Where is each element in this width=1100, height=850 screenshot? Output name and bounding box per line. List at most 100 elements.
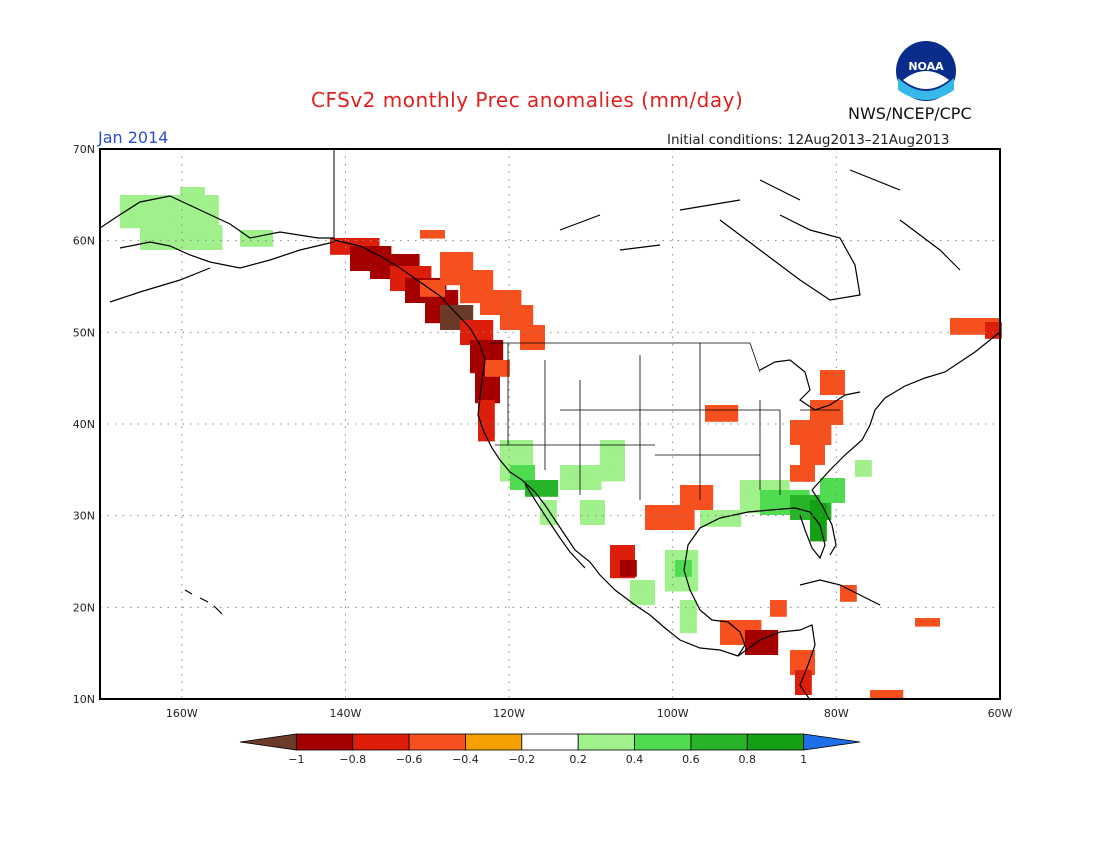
- anomaly-cell: [120, 195, 129, 204]
- anomaly-cell: [464, 260, 474, 269]
- anomaly-cell: [528, 325, 537, 334]
- anomaly-cell: [798, 428, 807, 437]
- anomaly-cell: [185, 219, 195, 229]
- colorbar-segment: [577, 733, 635, 751]
- anomaly-cell: [828, 370, 837, 379]
- anomaly-cell: [136, 219, 145, 229]
- anomaly-cell: [863, 468, 872, 477]
- anomaly-cell: [436, 288, 445, 297]
- lat-label: 10N: [73, 693, 95, 706]
- anomaly-cell: [476, 328, 485, 337]
- anomaly-cell: [483, 378, 492, 387]
- lat-label: 60N: [73, 235, 95, 248]
- anomaly-cell: [476, 320, 485, 329]
- anomaly-cell: [696, 485, 705, 494]
- anomaly-cell: [460, 336, 469, 345]
- anomaly-cell: [958, 326, 967, 335]
- anomaly-cell: [536, 341, 545, 350]
- anomaly-cell: [193, 203, 203, 212]
- anomaly-cell: [798, 473, 807, 482]
- anomaly-cell: [778, 600, 787, 609]
- lon-label: 120W: [493, 707, 525, 720]
- anomaly-cell: [596, 516, 605, 525]
- anomaly-cell: [386, 254, 395, 263]
- anomaly-cell: [181, 233, 190, 242]
- anomaly-cell: [525, 480, 534, 489]
- anomaly-cell: [681, 574, 690, 584]
- anomaly-cell: [724, 518, 734, 527]
- anomaly-cell: [618, 545, 627, 554]
- anomaly-cell: [688, 616, 697, 625]
- anomaly-cell: [516, 440, 525, 449]
- anomaly-cell: [820, 494, 829, 503]
- anomaly-cell: [196, 195, 205, 204]
- anomaly-cell: [592, 481, 602, 490]
- anomaly-cell: [500, 464, 509, 474]
- anomaly-cell: [729, 413, 739, 422]
- anomaly-cell: [504, 298, 514, 307]
- anomaly-cell: [840, 585, 849, 594]
- anomaly-cell: [801, 490, 810, 499]
- anomaly-cell: [800, 440, 809, 449]
- anomaly-cell: [433, 314, 442, 324]
- anomaly-cell: [728, 620, 737, 629]
- anomaly-cell: [460, 270, 469, 279]
- anomaly-cell: [433, 306, 442, 315]
- anomaly-cell: [256, 238, 265, 247]
- anomaly-cell: [792, 490, 802, 499]
- anomaly-cell: [950, 318, 959, 327]
- anomaly-cell: [729, 405, 739, 414]
- anomaly-cell: [420, 230, 429, 239]
- lon-label: 100W: [657, 707, 689, 720]
- anomaly-cell: [803, 686, 812, 695]
- anomaly-cell: [836, 386, 845, 395]
- graticule: [100, 149, 1000, 699]
- anomaly-cell: [610, 561, 619, 570]
- anomaly-cell: [177, 219, 186, 229]
- anomaly-cell: [588, 500, 597, 509]
- anomaly-cell: [665, 566, 674, 575]
- anomaly-cell: [768, 506, 777, 515]
- colorbar-segment: [352, 733, 410, 751]
- anomaly-cell: [413, 294, 422, 303]
- anomaly-cell: [456, 305, 465, 314]
- anomaly-cell: [433, 298, 442, 307]
- anomaly-cell: [818, 500, 827, 509]
- anomaly-cell: [156, 225, 165, 234]
- anomaly-cell: [803, 678, 812, 687]
- anomaly-cell: [440, 305, 449, 314]
- anomaly-cell: [516, 456, 525, 465]
- anomaly-cell: [484, 278, 494, 287]
- anomaly-cell: [488, 298, 497, 307]
- anomaly-cell: [645, 513, 654, 522]
- anomaly-cell: [770, 608, 779, 617]
- anomaly-cell: [374, 246, 384, 255]
- anomaly-cell: [161, 219, 170, 229]
- anomaly-cell: [616, 440, 625, 449]
- colorbar-segment: [465, 733, 523, 751]
- anomaly-cell: [541, 480, 550, 489]
- anomaly-cell: [790, 658, 799, 667]
- anomaly-cell: [689, 566, 699, 575]
- anomaly-cell: [528, 341, 537, 350]
- anomaly-cell: [460, 320, 469, 329]
- colorbar-tick: 0.2: [569, 753, 587, 766]
- anomaly-cell: [720, 620, 729, 629]
- anomaly-cell: [120, 211, 129, 220]
- anomaly-cell: [728, 628, 737, 637]
- anomaly-cell: [486, 348, 495, 357]
- anomaly-cell: [818, 416, 827, 425]
- anomaly-cell: [810, 500, 819, 509]
- anomaly-cell: [958, 318, 967, 327]
- anomaly-cell: [790, 666, 799, 675]
- anomaly-cell: [524, 305, 534, 314]
- anomaly-cell: [533, 480, 542, 489]
- anomaly-cell: [580, 508, 589, 517]
- anomaly-cell: [673, 550, 682, 559]
- anomaly-cell: [491, 378, 500, 387]
- anomaly-cell: [448, 260, 457, 269]
- anomaly-cell: [494, 348, 504, 357]
- anomaly-cell: [478, 356, 487, 365]
- anomaly-cell: [836, 378, 845, 387]
- anomaly-cell: [600, 456, 609, 465]
